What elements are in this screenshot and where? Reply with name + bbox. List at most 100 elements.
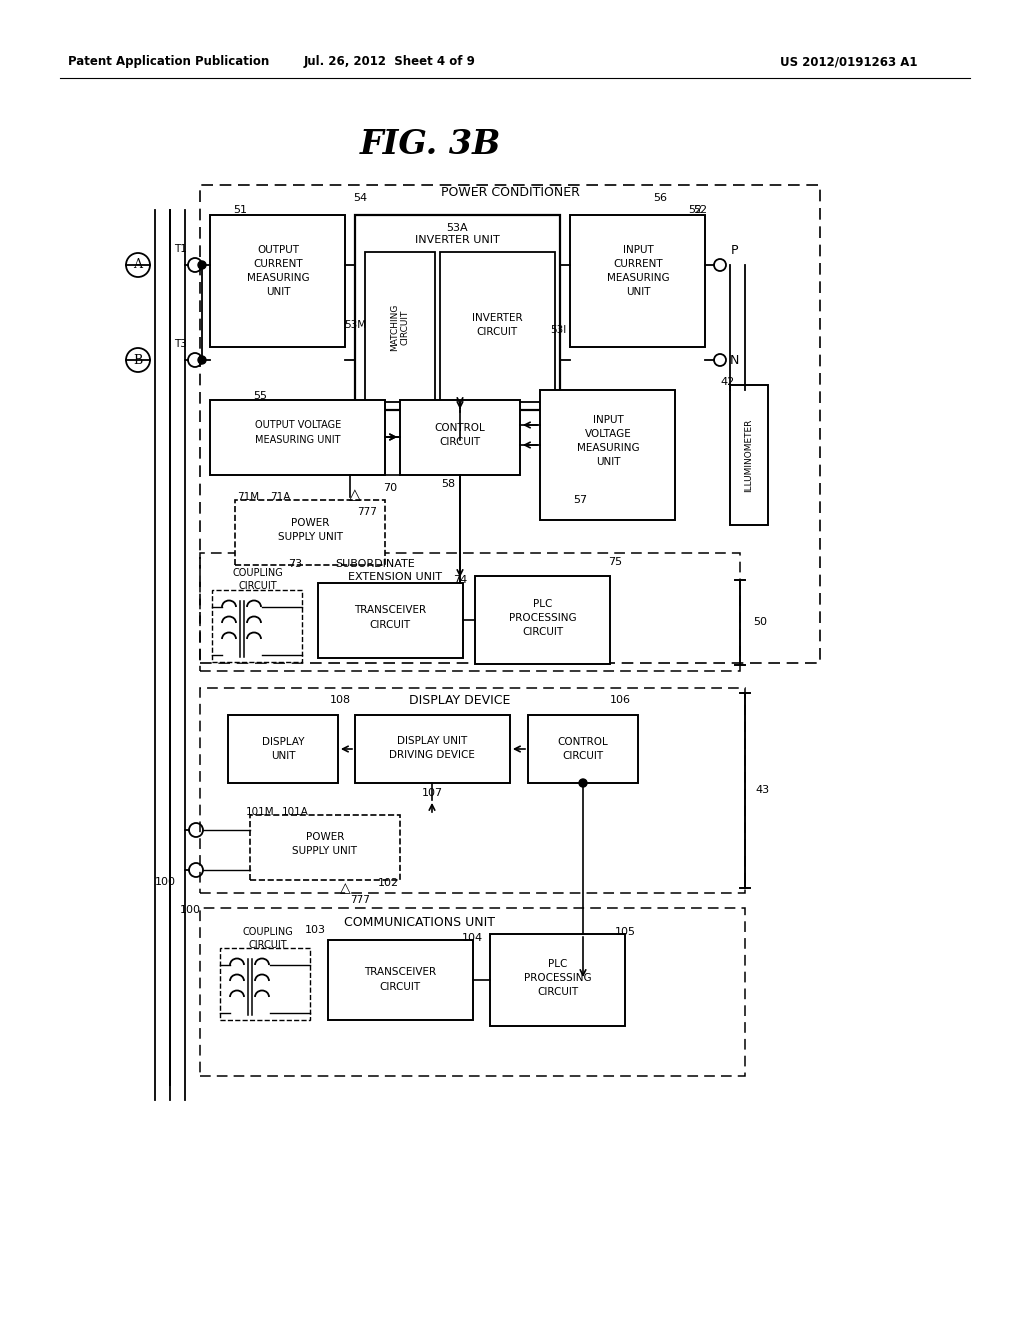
Bar	[475, 576, 610, 664]
Text: 56: 56	[653, 193, 667, 203]
Text: CIRCUIT: CIRCUIT	[239, 581, 278, 591]
Text: DRIVING DEVICE: DRIVING DEVICE	[389, 750, 475, 760]
Text: CIRCUIT: CIRCUIT	[522, 627, 563, 638]
Text: △: △	[340, 880, 350, 895]
Text: 53M: 53M	[344, 319, 366, 330]
Text: CIRCUIT: CIRCUIT	[562, 751, 603, 762]
Text: 43: 43	[755, 785, 769, 795]
Text: 74: 74	[453, 576, 467, 585]
Text: OUTPUT VOLTAGE: OUTPUT VOLTAGE	[255, 420, 341, 430]
Bar	[570, 215, 705, 347]
Text: INPUT: INPUT	[623, 246, 653, 255]
Bar	[200, 553, 740, 671]
Text: 777: 777	[350, 895, 370, 906]
Bar	[220, 948, 310, 1020]
Bar	[328, 940, 473, 1020]
Text: 42: 42	[721, 378, 735, 387]
Text: UNIT: UNIT	[596, 457, 621, 467]
Text: MEASURING UNIT: MEASURING UNIT	[255, 436, 341, 445]
Text: CIRCUIT: CIRCUIT	[249, 940, 288, 950]
Bar	[200, 908, 745, 1076]
Text: CIRCUIT: CIRCUIT	[380, 982, 421, 993]
Text: TRANSCEIVER: TRANSCEIVER	[364, 968, 436, 977]
Text: CURRENT: CURRENT	[613, 259, 663, 269]
Text: 106: 106	[609, 696, 631, 705]
Text: 53I: 53I	[550, 325, 566, 335]
Bar	[210, 215, 345, 347]
Bar	[200, 185, 820, 663]
Text: MEASURING: MEASURING	[577, 444, 639, 453]
Text: SUPPLY UNIT: SUPPLY UNIT	[278, 532, 342, 543]
Text: CIRCUIT: CIRCUIT	[476, 327, 517, 337]
Text: CURRENT: CURRENT	[253, 259, 303, 269]
Text: POWER: POWER	[306, 832, 344, 842]
Text: 52: 52	[688, 205, 702, 215]
Text: 51: 51	[233, 205, 247, 215]
Text: INPUT: INPUT	[593, 414, 624, 425]
Text: B: B	[133, 354, 142, 367]
Text: FIG. 3B: FIG. 3B	[359, 128, 501, 161]
Text: 100: 100	[155, 876, 175, 887]
Text: Patent Application Publication: Patent Application Publication	[68, 55, 269, 69]
Text: COMMUNICATIONS UNIT: COMMUNICATIONS UNIT	[344, 916, 496, 928]
Text: OUTPUT: OUTPUT	[257, 246, 299, 255]
Bar	[440, 252, 555, 403]
Text: SUPPLY UNIT: SUPPLY UNIT	[293, 846, 357, 855]
Text: 104: 104	[462, 933, 482, 942]
Text: CONTROL: CONTROL	[558, 737, 608, 747]
Text: UNIT: UNIT	[626, 286, 650, 297]
Text: A: A	[133, 259, 142, 272]
Bar	[730, 385, 768, 525]
Circle shape	[198, 261, 206, 269]
Text: CIRCUIT: CIRCUIT	[370, 620, 411, 630]
Bar	[200, 688, 745, 894]
Bar	[355, 215, 560, 411]
Text: 71A: 71A	[269, 492, 290, 502]
Text: CONTROL: CONTROL	[434, 422, 485, 433]
Text: INVERTER UNIT: INVERTER UNIT	[415, 235, 500, 246]
Text: VOLTAGE: VOLTAGE	[585, 429, 632, 440]
Text: COUPLING: COUPLING	[232, 568, 284, 578]
Text: PROCESSING: PROCESSING	[524, 973, 592, 983]
Text: T1: T1	[174, 244, 187, 253]
Bar	[528, 715, 638, 783]
Text: 777: 777	[357, 507, 377, 517]
Text: PROCESSING: PROCESSING	[509, 612, 577, 623]
Text: TRANSCEIVER: TRANSCEIVER	[354, 605, 426, 615]
Bar	[400, 400, 520, 475]
Text: EXTENSION UNIT: EXTENSION UNIT	[348, 572, 442, 582]
Bar	[490, 935, 625, 1026]
Text: Jul. 26, 2012  Sheet 4 of 9: Jul. 26, 2012 Sheet 4 of 9	[304, 55, 476, 69]
Text: INVERTER: INVERTER	[472, 313, 522, 323]
Text: 55: 55	[253, 391, 267, 401]
Text: PLC: PLC	[548, 960, 567, 969]
Text: PLC: PLC	[534, 599, 553, 609]
Bar	[212, 590, 302, 663]
Text: 53A: 53A	[446, 223, 468, 234]
Text: 50: 50	[753, 616, 767, 627]
Circle shape	[198, 356, 206, 364]
Text: 57: 57	[573, 495, 587, 506]
Text: CIRCUIT: CIRCUIT	[439, 437, 480, 447]
Text: 100: 100	[179, 906, 201, 915]
Text: 107: 107	[422, 788, 442, 799]
Text: N: N	[729, 354, 738, 367]
Text: UNIT: UNIT	[270, 751, 295, 762]
Text: POWER: POWER	[291, 517, 329, 528]
Bar	[228, 715, 338, 783]
Text: MATCHING
CIRCUIT: MATCHING CIRCUIT	[390, 304, 410, 351]
Bar	[210, 400, 385, 475]
Text: 52: 52	[693, 205, 707, 215]
Text: MEASURING: MEASURING	[247, 273, 309, 282]
Circle shape	[579, 779, 587, 787]
Text: 70: 70	[383, 483, 397, 492]
Text: 103: 103	[304, 925, 326, 935]
Text: UNIT: UNIT	[266, 286, 290, 297]
Text: ILLUMINOMETER: ILLUMINOMETER	[744, 418, 754, 491]
Text: 105: 105	[614, 927, 636, 937]
Text: 71M: 71M	[237, 492, 259, 502]
Text: COUPLING: COUPLING	[243, 927, 293, 937]
Bar	[250, 814, 400, 880]
Text: 54: 54	[353, 193, 367, 203]
Text: 75: 75	[608, 557, 622, 568]
